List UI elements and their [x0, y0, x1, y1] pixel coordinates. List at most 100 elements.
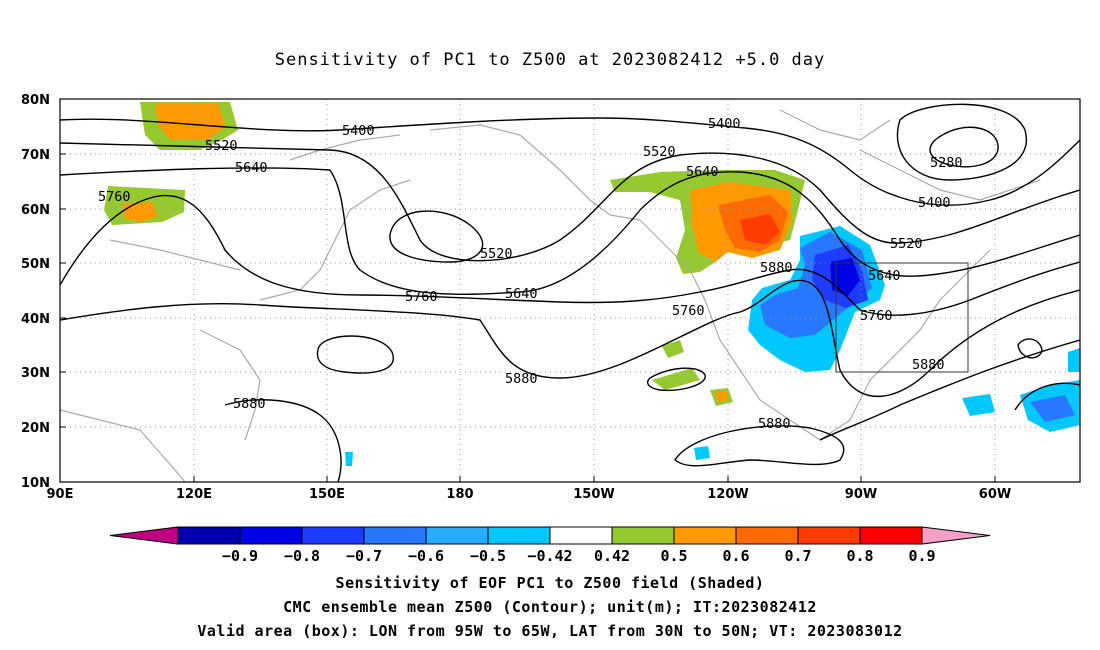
colorbar-swatch [301, 526, 365, 545]
tick-marks [59, 98, 996, 483]
contour-5880-d [819, 339, 1080, 441]
contour-labels: 5400 5400 5400 5520 5520 5520 5520 5640 … [98, 116, 963, 432]
map-title: Sensitivity of PC1 to Z500 at 2023082412… [274, 50, 826, 70]
lon-label: 180 [446, 487, 473, 502]
colorbar-swatch [487, 526, 551, 545]
lat-label: 20N [21, 421, 50, 436]
contour-5280-low [929, 126, 999, 168]
colorbar-tick-label: 0.9 [908, 547, 935, 565]
colorbar-tick-label: 0.5 [660, 547, 687, 565]
colorbar-swatch [611, 526, 675, 545]
contour-5880-c [674, 425, 845, 467]
lon-label: 120E [176, 487, 212, 502]
shade-orange-w [123, 202, 158, 222]
colorbar-swatch [735, 526, 799, 545]
contour-label: 5880 [912, 357, 945, 373]
contour-label: 5640 [235, 160, 268, 176]
contour-label: 5760 [672, 303, 705, 319]
contour-5280-outer [896, 103, 1028, 181]
colorbar-arrow-low [109, 526, 179, 545]
caption-line-3: Valid area (box): LON from 95W to 65W, L… [197, 622, 903, 640]
shaded-areas [104, 102, 1080, 466]
shade-green-s2 [652, 368, 700, 390]
contour-label: 5520 [890, 236, 923, 252]
coastlines [60, 109, 1041, 482]
colorbar-swatch [239, 526, 303, 545]
contour-5640 [60, 167, 1080, 295]
contour-label: 5880 [505, 371, 538, 387]
lon-label: 120W [707, 487, 748, 502]
contour-label: 5640 [868, 268, 901, 284]
lat-axis-labels: 80N 70N 60N 50N 40N 30N 20N 10N [21, 93, 50, 491]
colorbar-swatch [859, 526, 923, 545]
contour-label: 5520 [643, 144, 676, 160]
valid-area-box [835, 262, 969, 373]
gridlines [60, 99, 1080, 482]
colorbar-swatch [363, 526, 427, 545]
contour-5880-a [60, 279, 1080, 397]
contour-label: 5880 [233, 396, 266, 412]
shade-blue-small2 [694, 446, 710, 460]
lat-label: 60N [21, 203, 50, 218]
contour-label: 5400 [342, 123, 375, 139]
contour-ring-atl [1017, 338, 1043, 359]
lon-axis-labels: 90E 120E 150E 180 150W 120W 90W 60W [47, 487, 1012, 502]
colorbar-tick-label: −0.6 [408, 547, 444, 565]
contour-5520 [60, 142, 1080, 262]
contour-label: 5640 [505, 286, 538, 302]
contour-label: 5400 [918, 195, 951, 211]
contour-label: 5280 [930, 155, 963, 171]
lat-label: 30N [21, 366, 50, 381]
contour-atl [1014, 382, 1080, 411]
colorbar-tick-label: −0.5 [470, 547, 506, 565]
map-frame [59, 98, 1081, 483]
shade-blue-atl-b [1030, 395, 1075, 422]
contour-label: 5880 [760, 260, 793, 276]
colorbar-tick-label: 0.6 [722, 547, 749, 565]
contour-5760 [60, 195, 1080, 316]
caption-line-2: CMC ensemble mean Z500 (Contour); unit(m… [283, 598, 817, 616]
lon-label: 90W [845, 487, 877, 502]
contour-label: 5400 [708, 116, 741, 132]
contours [60, 103, 1080, 482]
lat-label: 50N [21, 257, 50, 272]
colorbar [109, 526, 991, 545]
shade-blue-atl3 [962, 394, 995, 416]
colorbar-swatch [177, 526, 241, 545]
colorbar-arrow-high [921, 526, 991, 545]
colorbar-labels: −0.9 −0.8 −0.7 −0.6 −0.5 −0.42 0.42 0.5 0.6 0.7 0.… [222, 547, 936, 565]
shade-blue-atl2 [1068, 348, 1080, 372]
colorbar-tick-label: −0.7 [346, 547, 382, 565]
contour-5520-cutoff [389, 210, 484, 263]
colorbar-swatch [797, 526, 861, 545]
contour-label: 5640 [686, 164, 719, 180]
contour-5880-b [224, 399, 342, 482]
colorbar-tick-label: 0.42 [594, 547, 630, 565]
contour-5880-ring [316, 335, 395, 374]
lat-label: 70N [21, 148, 50, 163]
colorbar-tick-label: 0.7 [784, 547, 811, 565]
contour-label: 5760 [860, 308, 893, 324]
lat-label: 80N [21, 93, 50, 108]
lon-label: 150E [309, 487, 345, 502]
lat-label: 10N [21, 476, 50, 491]
contour-label: 5880 [758, 416, 791, 432]
colorbar-tick-label: −0.42 [527, 547, 572, 565]
colorbar-swatch [673, 526, 737, 545]
contour-label: 5760 [405, 289, 438, 305]
lat-label: 40N [21, 312, 50, 327]
contour-label: 5520 [205, 138, 238, 154]
colorbar-swatch [425, 526, 489, 545]
shade-navy-na [830, 258, 860, 296]
shade-green-s1 [662, 340, 684, 358]
lon-label: 90E [47, 487, 74, 502]
contour-label: 5760 [98, 189, 131, 205]
contour-5400-north [60, 117, 1080, 206]
shade-red [740, 214, 780, 245]
contour-label: 5520 [480, 246, 513, 262]
lon-label: 60W [979, 487, 1011, 502]
colorbar-tick-label: −0.8 [284, 547, 320, 565]
caption-line-1: Sensitivity of EOF PC1 to Z500 field (Sh… [335, 574, 765, 592]
shade-orange-nw [155, 104, 226, 140]
